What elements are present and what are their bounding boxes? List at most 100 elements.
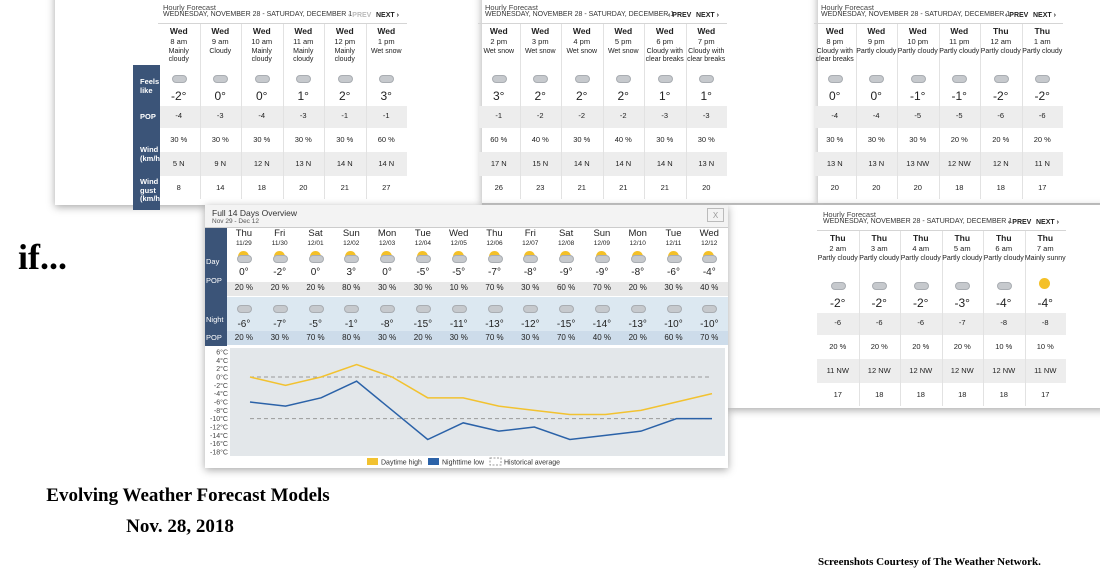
feels-like: -2 [578,110,586,120]
cloud-icon [272,305,288,313]
cloud-icon [702,305,718,313]
close-button[interactable]: X [707,208,724,222]
column-divider [602,24,604,199]
day-temp: -4° [702,267,716,278]
next-button[interactable]: NEXT › [1033,12,1056,19]
column-divider [1021,24,1023,199]
night-pop: 20 % [413,333,433,343]
condition: Wet snow [483,48,515,55]
row-label: Day [206,257,220,266]
next-button[interactable]: NEXT › [696,12,719,19]
night-temp: -1° [344,319,358,330]
panel-range: WEDNESDAY, NOVEMBER 28 - SATURDAY, DECEM… [823,218,1013,225]
cloud-icon [254,75,270,83]
temperature: -2° [871,295,887,310]
temperature: -2° [830,295,846,310]
panel-heading: Hourly Forecast [821,3,874,12]
cloud-icon [523,255,539,263]
column-day: Wed [655,25,674,36]
cloud-icon [380,255,396,263]
wind-gust: 18 [996,182,1005,192]
temperature: -1° [910,88,926,103]
column-divider [941,231,943,406]
column-time: 8 pm [826,36,844,46]
night-pop: 20 % [628,333,647,343]
night-temp: -5° [309,319,322,330]
pop: 20 % [870,341,888,351]
feels-like: -5 [955,110,963,120]
next-button[interactable]: NEXT › [376,12,399,19]
night-temp: -12° [521,319,540,330]
wind-gust: 20 [830,182,839,192]
panel-range: WEDNESDAY, NOVEMBER 28 - SATURDAY, DECEM… [163,11,353,18]
cloud-icon [702,255,718,263]
feels-like: -7 [958,317,966,327]
overview-day: Mon [377,228,397,240]
night-pop: 30 % [521,333,540,343]
day-temp: -5° [416,267,430,278]
overview-day: Sun [342,228,360,240]
column-day: Thu [871,232,888,243]
wind-gust: 20 [702,182,711,192]
prev-button[interactable]: ‹ PREV [1005,12,1029,19]
prev-button[interactable]: ‹ PREV [668,12,692,19]
overview-date: 12/05 [450,240,467,248]
day-pop: 30 % [413,283,433,293]
night-pop: 30 % [377,333,397,343]
temperature: -2° [993,88,1009,103]
condition: Wet snow [524,48,556,55]
night-pop: 70 % [306,333,325,343]
cloud-icon [296,75,312,83]
feels-like: -1 [495,110,503,120]
feels-like: -4 [831,110,839,120]
feels-like: -2 [536,110,544,120]
cloud-icon [487,255,503,263]
overview-date: 12/01 [307,240,324,248]
column-time: 1 pm [377,36,395,46]
overview-day: Sat [308,228,323,240]
cloud-icon [594,305,610,313]
overview-date: 12/04 [414,240,432,248]
prev-button[interactable]: ‹ PREV [348,12,372,19]
night-temp: -15° [556,319,576,330]
overview-date: 11/29 [236,240,252,248]
pop: 60 % [377,134,395,144]
wind: 5 N [172,158,185,168]
prev-button[interactable]: ‹ PREV [1008,219,1032,226]
cloud-icon [594,255,610,263]
overview-date: 12/11 [665,240,682,248]
temperature: 3° [493,88,505,103]
feels-like: -6 [875,317,883,327]
overview-date: 12/06 [486,240,503,248]
wind: 11 N [1034,158,1050,168]
wind-gust: 20 [913,182,922,192]
cloud-icon [952,75,968,83]
night-pop: 40 % [592,333,612,343]
condition: Partly cloudy [939,48,980,55]
wind: 13 N [295,158,312,168]
condition: Wet snow [566,48,598,55]
cloud-icon [415,305,431,313]
column-time: 2 am [829,243,847,253]
feels-like: -8 [1000,317,1008,327]
overview-date: 12/03 [378,240,396,248]
condition: Partly cloudy [859,255,900,262]
cloud-icon [955,282,971,290]
column-time: 12 pm [334,36,356,46]
column-day: Thu [1037,232,1054,243]
day-pop: 30 % [664,283,683,293]
column-time: 11 am [293,36,314,46]
column-divider [324,24,325,199]
cloud-icon [699,75,715,83]
overview-day: Wed [699,228,719,240]
wind-gust: 21 [660,182,669,192]
night-temp: -10° [664,319,683,330]
condition: Mainly cloudy [251,48,272,64]
next-button[interactable]: NEXT › [1036,219,1059,226]
column-time: 5 am [953,243,971,253]
wind-gust: 21 [577,182,586,192]
condition: Cloudy with clear breaks [687,48,726,64]
condition: Partly cloudy [983,255,1024,262]
temperature: -1° [951,88,967,103]
column-divider [365,24,367,199]
